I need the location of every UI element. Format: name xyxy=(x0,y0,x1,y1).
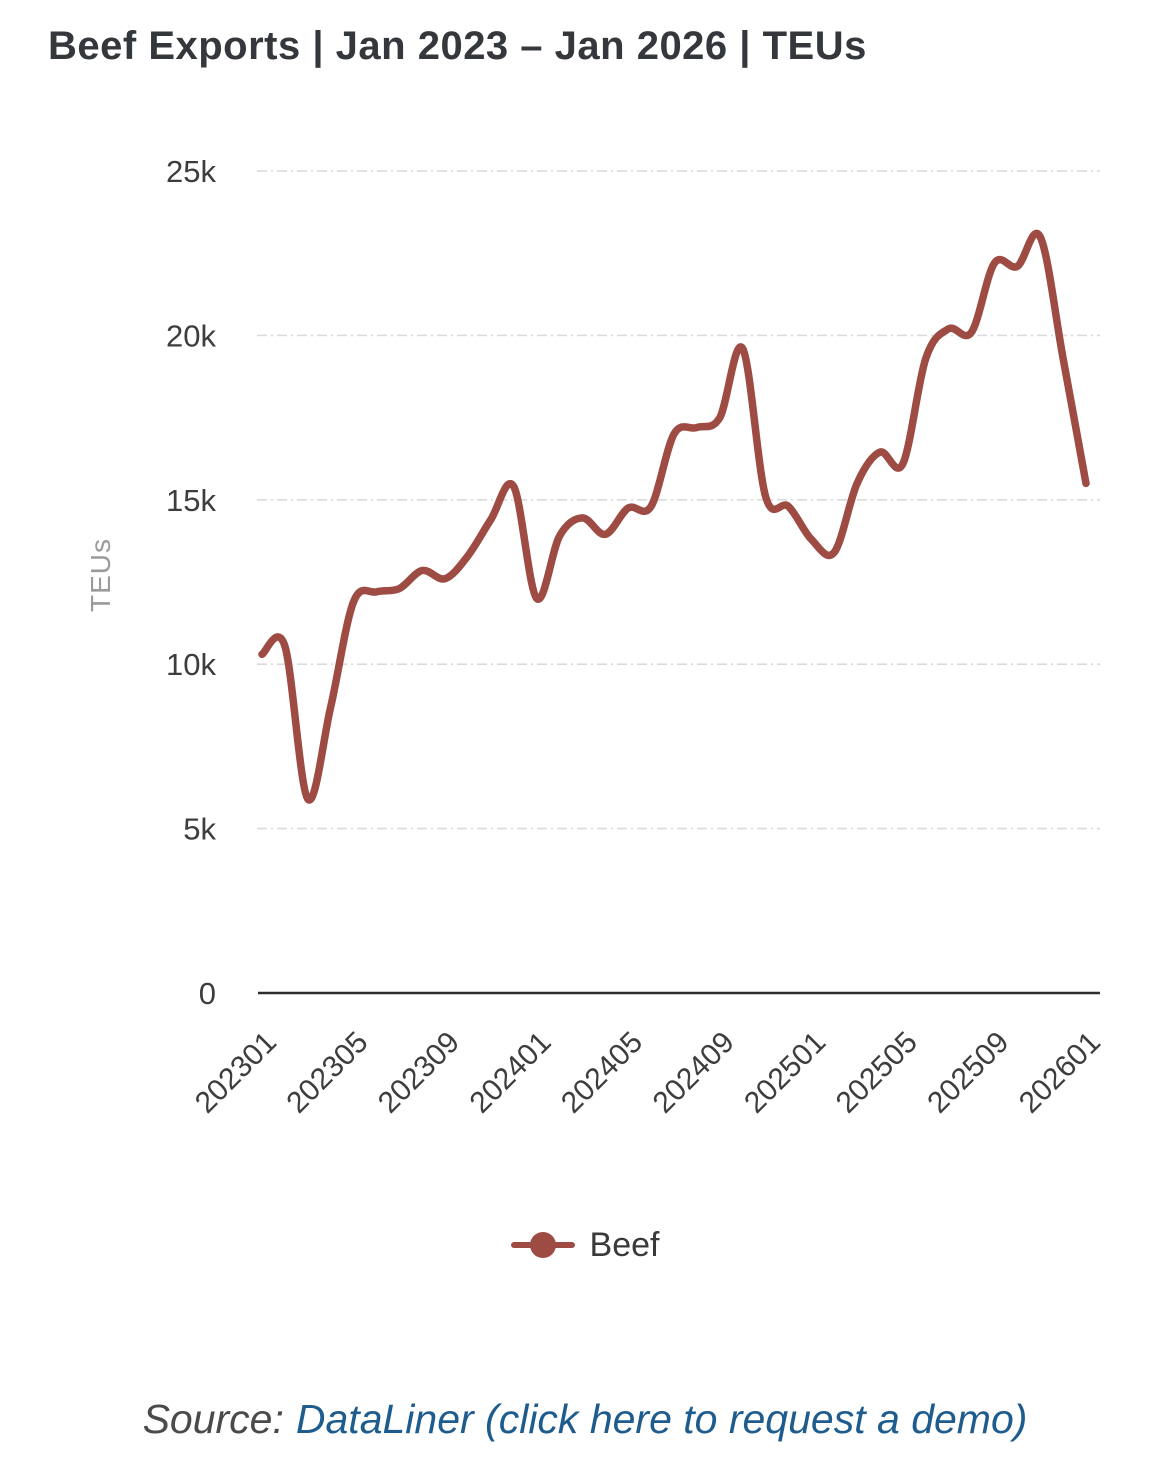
chart-title: Beef Exports | Jan 2023 – Jan 2026 | TEU… xyxy=(48,24,867,68)
legend-item-beef[interactable]: Beef xyxy=(0,1226,1170,1264)
legend-dot xyxy=(529,1232,556,1258)
series-line-beef[interactable] xyxy=(258,229,1090,804)
legend-marker-icon xyxy=(510,1232,575,1258)
x-tick-label: 202301 xyxy=(189,1026,283,1120)
line-chart: 05k10k15k20k25kTEUs202301202305202309202… xyxy=(85,154,1107,1120)
legend-label: Beef xyxy=(589,1226,660,1264)
y-tick-label: 20k xyxy=(166,318,216,353)
y-axis-title: TEUs xyxy=(85,538,116,612)
y-tick-label: 25k xyxy=(166,154,216,189)
y-tick-label: 15k xyxy=(166,483,216,518)
x-tick-label: 202401 xyxy=(464,1026,558,1120)
source-prefix: Source: xyxy=(142,1396,284,1442)
y-tick-label: 10k xyxy=(166,647,216,682)
y-tick-label: 5k xyxy=(183,812,216,847)
y-tick-label: 0 xyxy=(199,976,216,1011)
x-tick-label: 202305 xyxy=(280,1026,374,1120)
source-line: Source: DataLiner (click here to request … xyxy=(0,1396,1170,1443)
x-tick-label: 202501 xyxy=(738,1026,832,1120)
x-tick-label: 202509 xyxy=(921,1026,1015,1120)
source-link[interactable]: DataLiner (click here to request a demo) xyxy=(295,1396,1028,1442)
x-tick-label: 202409 xyxy=(647,1026,741,1120)
x-tick-label: 202601 xyxy=(1013,1026,1107,1120)
x-tick-label: 202505 xyxy=(830,1026,924,1120)
x-tick-label: 202405 xyxy=(555,1026,649,1120)
x-tick-label: 202309 xyxy=(372,1026,466,1120)
